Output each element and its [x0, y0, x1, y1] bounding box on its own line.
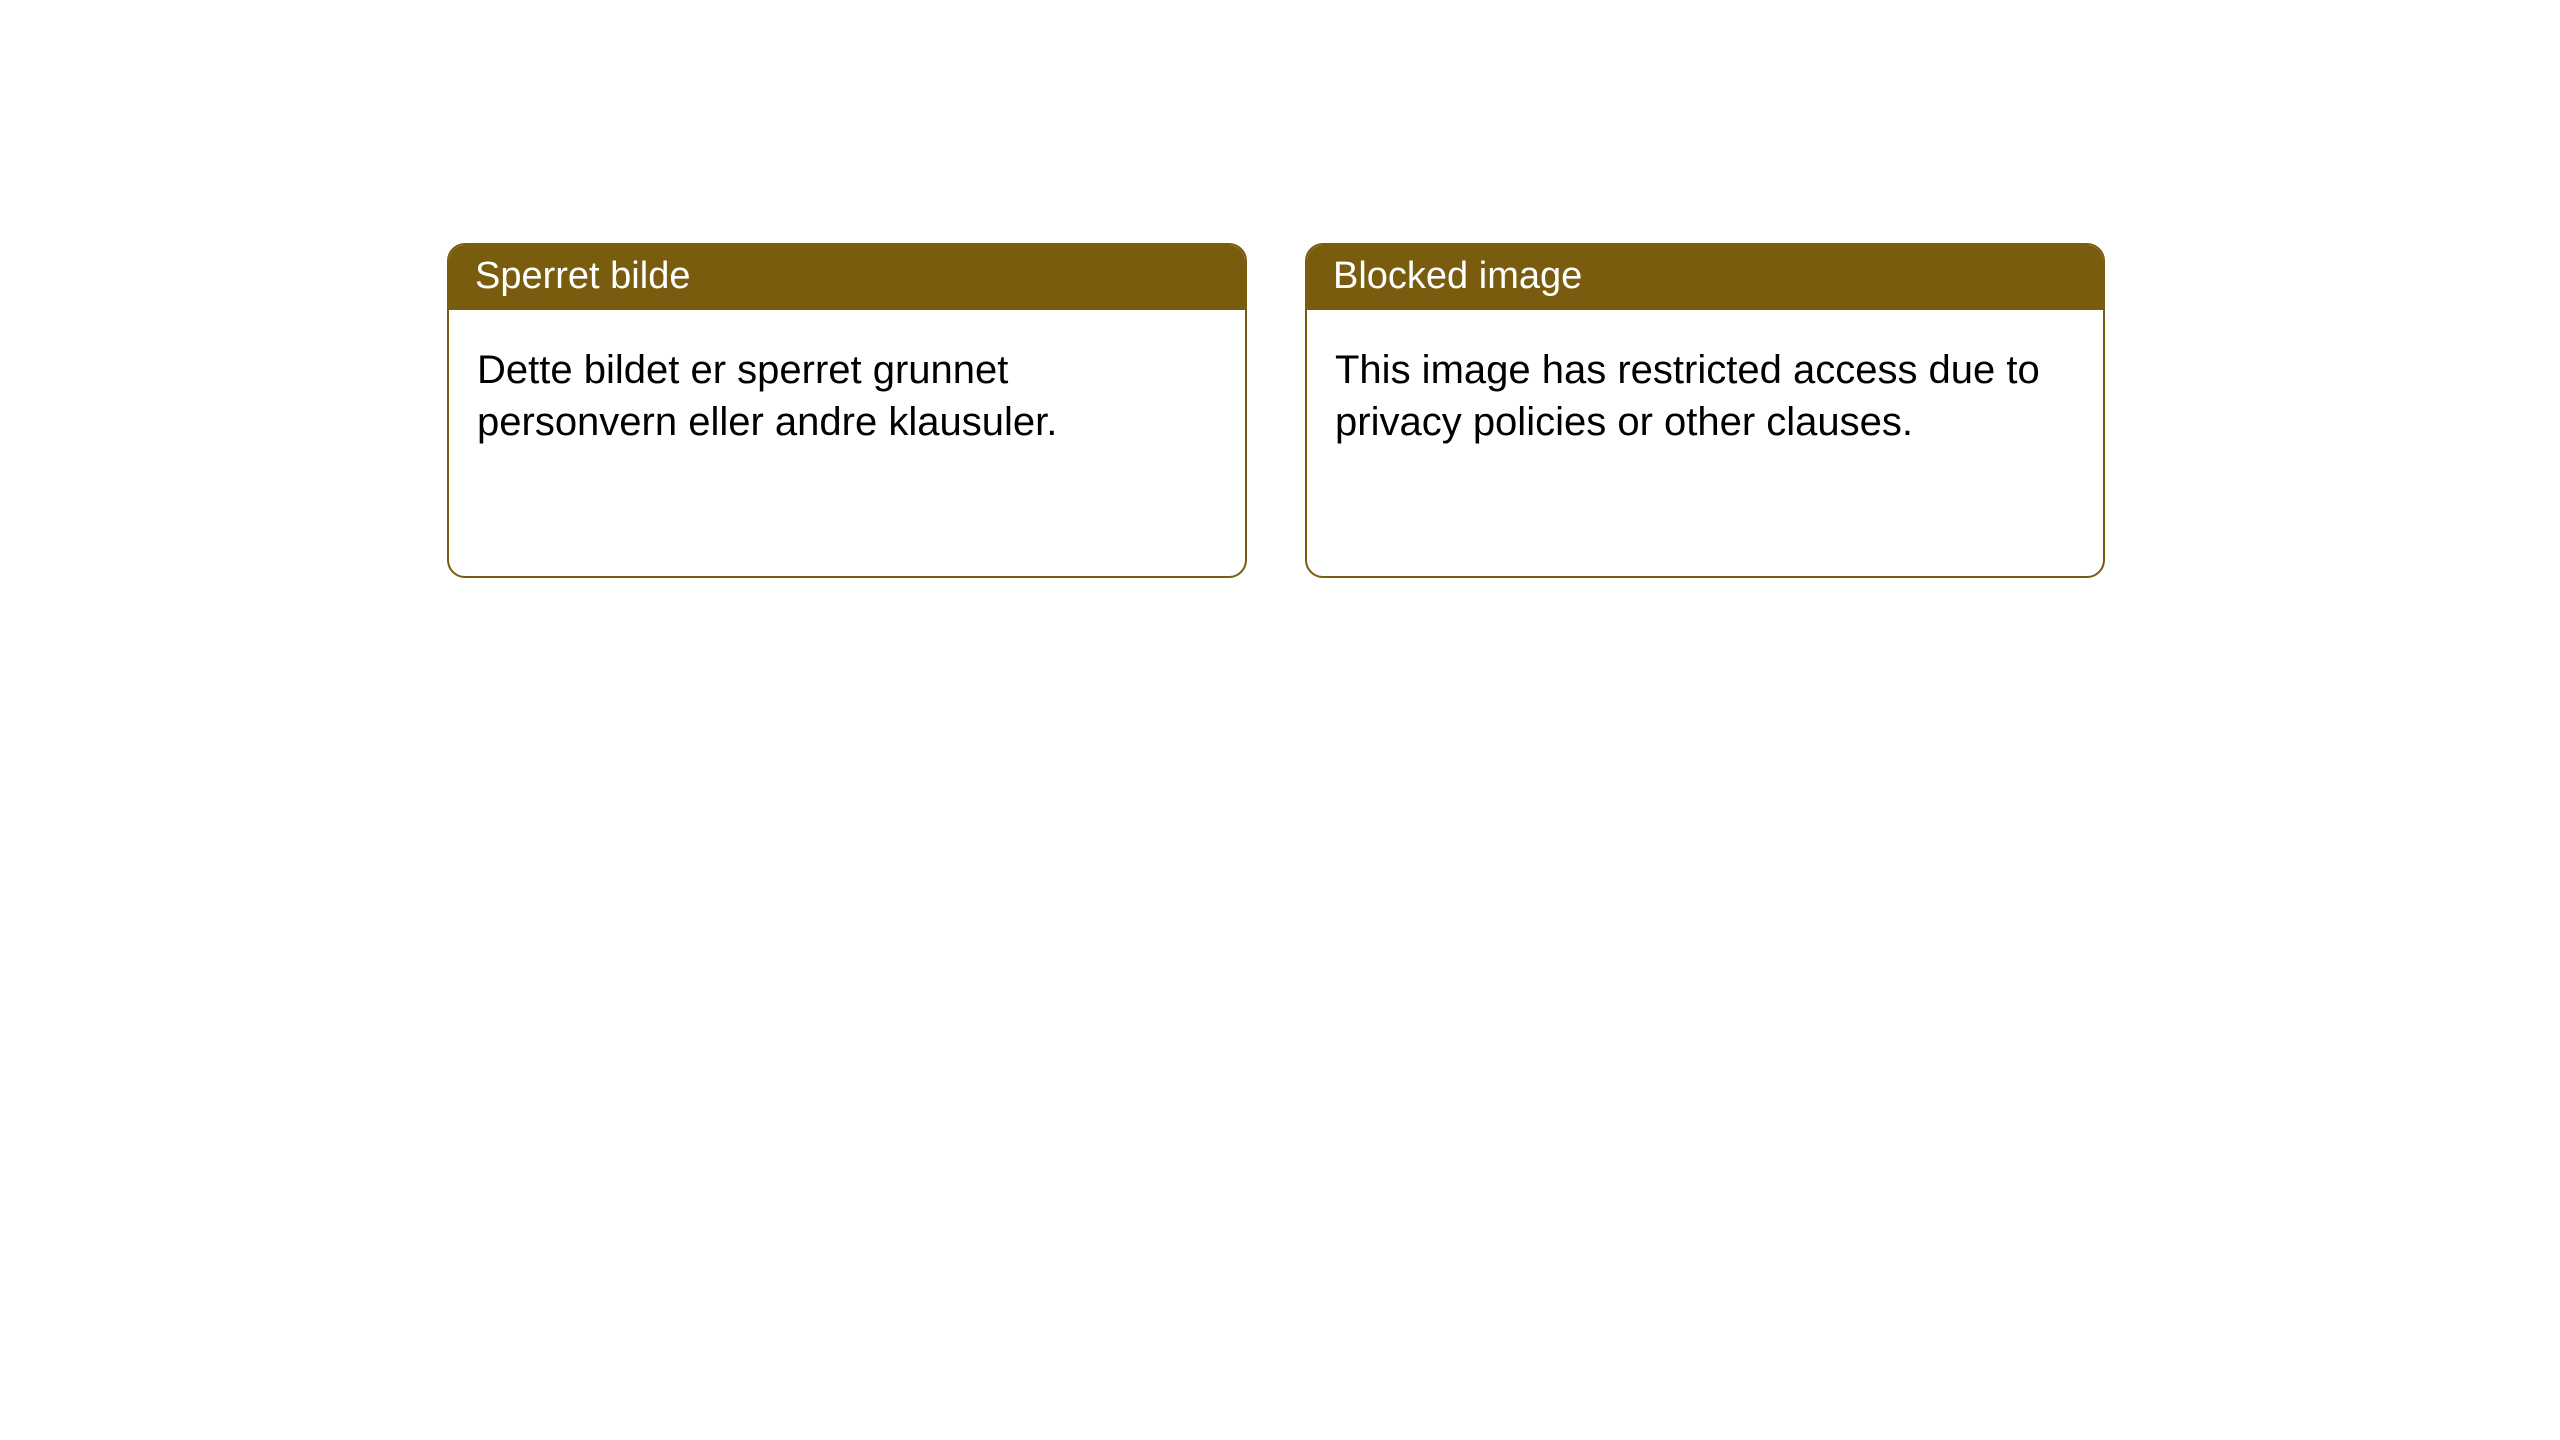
notice-body: This image has restricted access due to … [1307, 310, 2103, 482]
notice-header: Blocked image [1307, 245, 2103, 310]
notice-card-norwegian: Sperret bilde Dette bildet er sperret gr… [447, 243, 1247, 578]
notice-header: Sperret bilde [449, 245, 1245, 310]
notice-card-english: Blocked image This image has restricted … [1305, 243, 2105, 578]
notice-body: Dette bildet er sperret grunnet personve… [449, 310, 1245, 482]
notice-container: Sperret bilde Dette bildet er sperret gr… [447, 243, 2105, 578]
